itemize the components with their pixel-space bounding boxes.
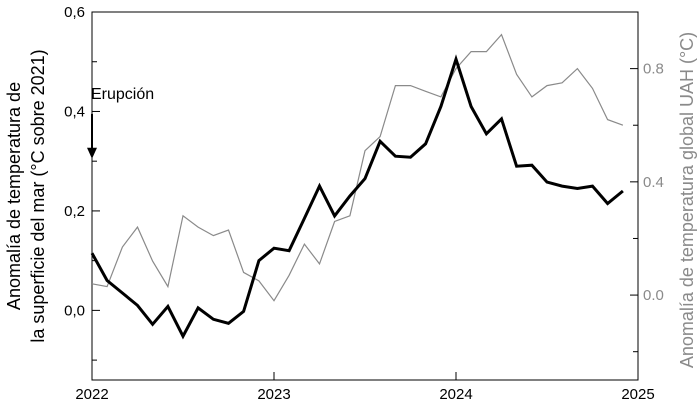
- eruption-label: Erupción: [91, 86, 154, 103]
- right-axis-label: Anomalía de temperatura global UAH (°C): [677, 32, 697, 368]
- uah-anomaly-line: [91, 33, 624, 302]
- left-axis-ticks: 0,0 0,2 0,4 0,6: [64, 4, 100, 361]
- left-tick-label: 0,4: [64, 103, 85, 120]
- right-tick-label: 0.4: [643, 174, 664, 191]
- plot-frame: [91, 11, 639, 381]
- right-tick-label: 0.0: [643, 287, 664, 304]
- left-axis-label-line2: la superficie del mar (°C sobre 2021): [28, 49, 48, 342]
- annotation-layer: Erupción: [87, 86, 154, 159]
- right-axis-ticks: 0.0 0.4 0.8: [630, 61, 664, 353]
- bottom-axis-ticks: 2022 2023 2024 2025: [75, 372, 655, 403]
- bottom-tick-label: 2025: [621, 386, 654, 403]
- bottom-tick-label: 2023: [257, 386, 290, 403]
- eruption-arrow-head: [87, 147, 97, 159]
- left-tick-label: 0,2: [64, 203, 85, 220]
- left-tick-label: 0,0: [64, 302, 85, 319]
- left-tick-label: 0,6: [64, 4, 85, 21]
- sst-anomaly-line: [90, 54, 624, 340]
- right-tick-label: 0.8: [643, 61, 664, 78]
- left-axis-label-line1: Anomalía de temperatura de: [4, 82, 24, 310]
- bottom-tick-label: 2024: [439, 386, 472, 403]
- bottom-tick-label: 2022: [75, 386, 108, 403]
- series-layer: [90, 33, 624, 340]
